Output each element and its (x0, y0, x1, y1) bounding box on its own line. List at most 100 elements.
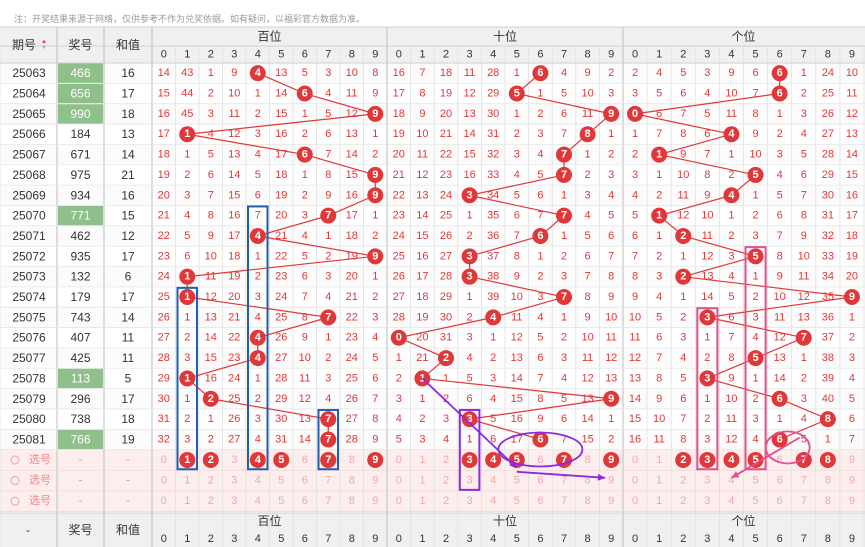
select-number[interactable]: 7 (325, 495, 331, 507)
selected-number-digit[interactable]: 4 (255, 454, 262, 466)
select-number[interactable]: 7 (801, 495, 807, 507)
select-number[interactable]: 0 (632, 454, 638, 466)
selected-number-ball[interactable] (367, 451, 384, 468)
select-radio-icon[interactable] (10, 455, 20, 465)
selected-number-ball[interactable] (795, 451, 812, 468)
select-number[interactable]: 3 (231, 475, 237, 487)
select-number[interactable]: 8 (585, 454, 591, 466)
select-number[interactable]: 3 (467, 495, 473, 507)
select-number[interactable]: 5 (514, 475, 520, 487)
select-number[interactable]: 2 (443, 495, 449, 507)
select-number[interactable]: 1 (656, 454, 662, 466)
select-number[interactable]: 1 (656, 475, 662, 487)
select-number[interactable]: 2 (680, 495, 686, 507)
select-number[interactable]: 1 (419, 495, 425, 507)
select-number[interactable]: 6 (777, 495, 783, 507)
select-number[interactable]: 4 (728, 475, 734, 487)
selected-number-ball[interactable] (249, 451, 266, 468)
select-number[interactable]: 9 (372, 475, 378, 487)
select-number[interactable]: 6 (302, 495, 308, 507)
select-number[interactable]: 0 (161, 454, 167, 466)
selected-number-digit[interactable]: 3 (704, 454, 710, 466)
select-number[interactable]: 2 (208, 475, 214, 487)
select-number[interactable]: 1 (184, 495, 190, 507)
select-number[interactable]: 6 (302, 475, 308, 487)
selected-number-digit[interactable]: 4 (728, 454, 735, 466)
column-header-period[interactable]: 期号 (12, 38, 36, 52)
selected-number-digit[interactable]: 7 (561, 454, 567, 466)
select-number[interactable]: 1 (419, 454, 425, 466)
select-number[interactable]: 0 (632, 495, 638, 507)
select-number[interactable]: 7 (561, 475, 567, 487)
select-number[interactable]: 4 (255, 495, 261, 507)
select-number[interactable]: 5 (278, 475, 284, 487)
select-number[interactable]: 9 (608, 475, 614, 487)
select-label[interactable]: 选号 (29, 494, 51, 507)
select-number[interactable]: 9 (849, 475, 855, 487)
selected-number-digit[interactable]: 7 (325, 454, 331, 466)
select-number[interactable]: 9 (849, 454, 855, 466)
select-number[interactable]: 6 (537, 454, 543, 466)
selected-number-ball[interactable] (202, 451, 219, 468)
select-number[interactable]: 9 (372, 495, 378, 507)
select-number[interactable]: 6 (537, 475, 543, 487)
select-number[interactable]: 7 (801, 475, 807, 487)
selected-number-ball[interactable] (603, 451, 620, 468)
selected-number-ball[interactable] (675, 451, 692, 468)
select-number[interactable]: 5 (752, 475, 758, 487)
select-label[interactable]: 选号 (29, 474, 51, 487)
select-number[interactable]: 0 (396, 475, 402, 487)
sort-arrows-icon[interactable]: ▼ (41, 45, 47, 51)
select-number[interactable]: 1 (419, 475, 425, 487)
select-number[interactable]: 9 (608, 495, 614, 507)
selected-number-digit[interactable]: 1 (184, 454, 190, 466)
select-label[interactable]: 选号 (29, 453, 51, 466)
select-number[interactable]: 8 (585, 495, 591, 507)
selected-number-ball[interactable] (179, 451, 196, 468)
select-number[interactable]: 9 (849, 495, 855, 507)
selected-number-ball[interactable] (819, 451, 836, 468)
select-number[interactable]: 2 (443, 454, 449, 466)
select-number[interactable]: 2 (443, 475, 449, 487)
select-number[interactable]: 8 (349, 495, 355, 507)
selected-number-ball[interactable] (747, 451, 764, 468)
selected-number-ball[interactable] (320, 451, 337, 468)
select-number[interactable]: 4 (490, 495, 496, 507)
select-number[interactable]: 4 (255, 475, 261, 487)
selected-number-digit[interactable]: 2 (208, 454, 214, 466)
select-number[interactable]: 0 (161, 475, 167, 487)
selected-number-digit[interactable]: 4 (490, 454, 497, 466)
select-number[interactable]: 4 (490, 475, 496, 487)
selected-number-digit[interactable]: 7 (801, 454, 807, 466)
selected-number-digit[interactable]: 8 (825, 454, 831, 466)
select-number[interactable]: 4 (728, 495, 734, 507)
select-number[interactable]: 8 (349, 454, 355, 466)
select-number[interactable]: 8 (585, 475, 591, 487)
sort-arrows-icon[interactable]: ▲ (41, 39, 47, 45)
selected-number-digit[interactable]: 9 (608, 454, 614, 466)
select-number[interactable]: 7 (325, 475, 331, 487)
selected-number-ball[interactable] (461, 451, 478, 468)
selected-number-digit[interactable]: 9 (372, 454, 378, 466)
select-number[interactable]: 5 (752, 495, 758, 507)
select-radio-icon[interactable] (10, 496, 20, 506)
selected-number-digit[interactable]: 3 (467, 454, 473, 466)
select-number[interactable]: 0 (396, 495, 402, 507)
select-number[interactable]: 3 (467, 475, 473, 487)
select-number[interactable]: 6 (302, 454, 308, 466)
select-number[interactable]: 7 (561, 495, 567, 507)
select-number[interactable]: 0 (161, 495, 167, 507)
select-number[interactable]: 8 (825, 495, 831, 507)
select-number[interactable]: 8 (825, 475, 831, 487)
select-number[interactable]: 2 (680, 475, 686, 487)
selected-number-digit[interactable]: 2 (680, 454, 686, 466)
select-number[interactable]: 3 (704, 475, 710, 487)
select-number[interactable]: 3 (704, 495, 710, 507)
selected-number-digit[interactable]: 5 (514, 454, 520, 466)
select-number[interactable]: 6 (777, 454, 783, 466)
select-number[interactable]: 2 (208, 495, 214, 507)
selected-number-ball[interactable] (485, 451, 502, 468)
select-radio-icon[interactable] (10, 476, 20, 486)
selected-number-digit[interactable]: 5 (752, 454, 758, 466)
select-number[interactable]: 3 (231, 495, 237, 507)
